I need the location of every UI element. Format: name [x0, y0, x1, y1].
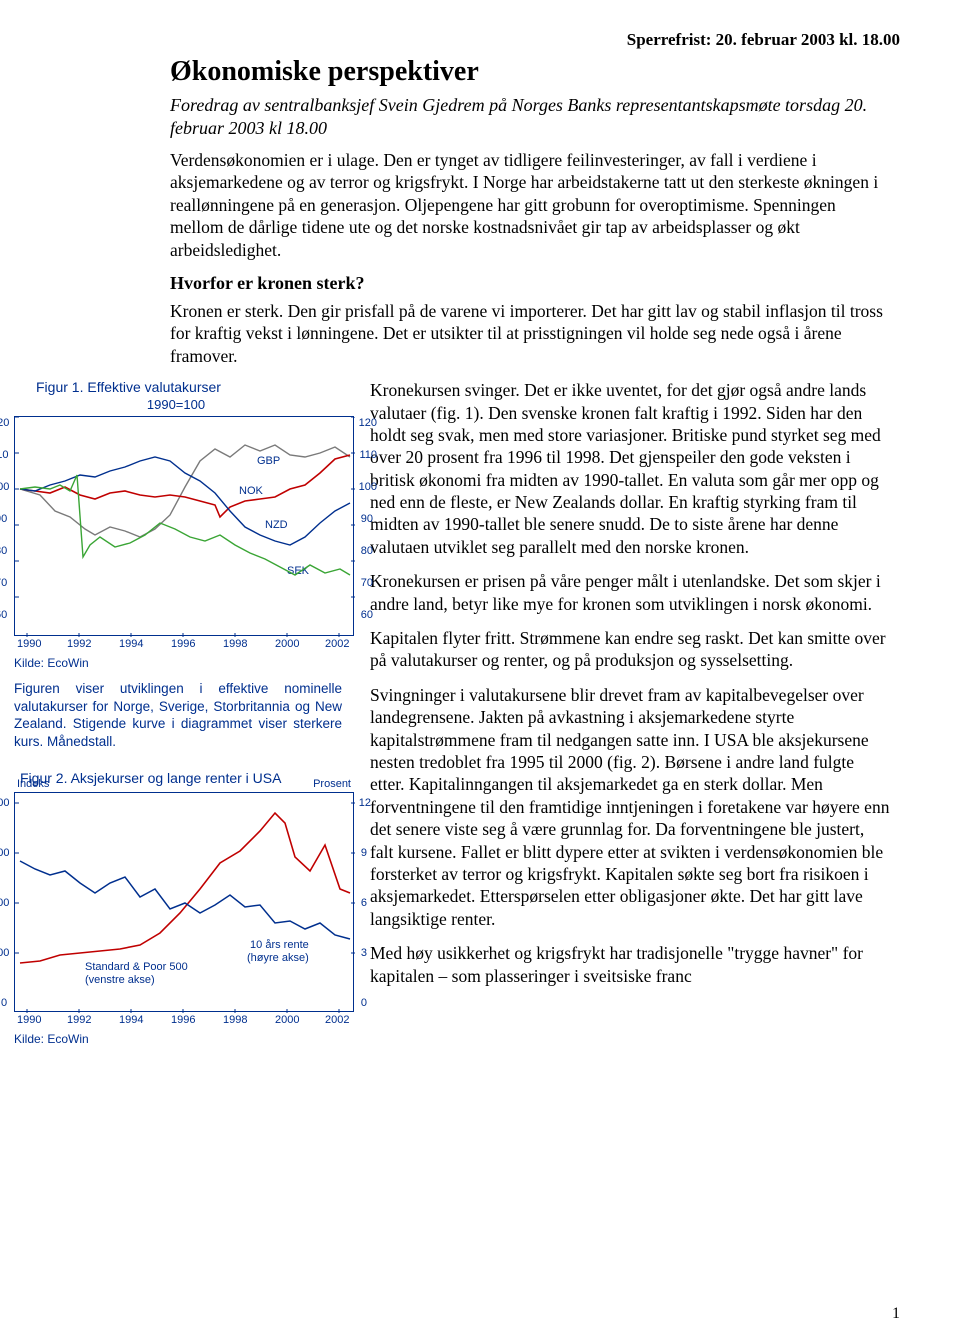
figure-1-caption: Figuren viser utviklingen i effektive no…	[14, 680, 342, 750]
header-block: Økonomiske perspektiver Foredrag av sent…	[170, 56, 890, 367]
line-nzd	[20, 457, 350, 545]
y-tick: 6	[361, 897, 367, 909]
x-tick: 1990	[17, 638, 41, 650]
line-rate	[20, 861, 350, 939]
figure-2-source: Kilde: EcoWin	[14, 1032, 352, 1046]
figure-2-chart: Indeks Prosent 1600 1200 800 400 0 12 9 …	[14, 792, 354, 1012]
y-tick: 120	[0, 417, 9, 429]
figure-2-svg	[15, 793, 355, 1013]
y-tick: 400	[0, 947, 9, 959]
line-sp500	[20, 813, 350, 963]
x-tick: 1990	[17, 1014, 41, 1026]
body-column: Kronekursen svinger. Det er ikke uventet…	[370, 379, 910, 1046]
body-para: Kronekursen er prisen på våre penger mål…	[370, 570, 890, 615]
figures-column: Figur 1. Effektive valutakurser 1990=100…	[0, 379, 370, 1046]
y-tick: 60	[361, 609, 373, 621]
y-tick: 70	[0, 577, 7, 589]
y-tick: 100	[0, 481, 9, 493]
x-tick: 1992	[67, 638, 91, 650]
y-tick: 60	[0, 609, 7, 621]
intro-paragraph: Verdensøkonomien er i ulage. Den er tyng…	[170, 149, 890, 261]
figure-2: Figur 2. Aksjekurser og lange renter i U…	[0, 770, 352, 1046]
x-tick: 2002	[325, 1014, 349, 1026]
y-tick: 110	[0, 449, 9, 461]
y-tick: 80	[0, 545, 7, 557]
figure-2-title: Figur 2. Aksjekurser og lange renter i U…	[20, 770, 352, 786]
section-paragraph: Kronen er sterk. Den gir prisfall på de …	[170, 300, 890, 367]
y-tick: 1200	[0, 847, 9, 859]
x-tick: 1996	[171, 1014, 195, 1026]
section-heading: Hvorfor er kronen sterk?	[170, 273, 890, 294]
x-tick: 1998	[223, 1014, 247, 1026]
x-tick: 2000	[275, 638, 299, 650]
y-tick: 3	[361, 947, 367, 959]
body-para: Kapitalen flyter fritt. Strømmene kan en…	[370, 627, 890, 672]
y-tick: 90	[361, 513, 373, 525]
embargo-line: Sperrefrist: 20. februar 2003 kl. 18.00	[0, 30, 900, 50]
y-tick: 0	[361, 997, 367, 1009]
x-tick: 1996	[171, 638, 195, 650]
figure-1-title: Figur 1. Effektive valutakurser	[36, 379, 352, 395]
doc-subtitle: Foredrag av sentralbanksjef Svein Gjedre…	[170, 94, 890, 139]
y-tick: 90	[0, 513, 7, 525]
y-tick: 70	[361, 577, 373, 589]
x-tick: 1994	[119, 1014, 143, 1026]
x-tick: 1994	[119, 638, 143, 650]
line-sek	[20, 475, 350, 575]
y-tick: 0	[1, 997, 7, 1009]
y-tick: 100	[359, 481, 377, 493]
y-tick: 800	[0, 897, 9, 909]
left-axis-title: Indeks	[17, 778, 49, 790]
x-tick: 2002	[325, 638, 349, 650]
body-para: Med høy usikkerhet og krigsfrykt har tra…	[370, 942, 890, 987]
y-tick: 1600	[0, 797, 9, 809]
right-axis-title: Prosent	[313, 778, 351, 790]
two-column-layout: Figur 1. Effektive valutakurser 1990=100…	[0, 379, 910, 1046]
x-tick: 1998	[223, 638, 247, 650]
doc-title: Økonomiske perspektiver	[170, 56, 890, 88]
page-number: 1	[892, 1305, 900, 1323]
y-tick: 110	[359, 449, 377, 461]
x-tick: 1992	[67, 1014, 91, 1026]
body-para: Kronekursen svinger. Det er ikke uventet…	[370, 379, 890, 558]
body-para: Svingninger i valutakursene blir drevet …	[370, 684, 890, 930]
figure-1: Figur 1. Effektive valutakurser 1990=100…	[0, 379, 352, 750]
figure-1-subtitle: 1990=100	[0, 397, 352, 412]
figure-1-chart: 120 110 100 90 80 70 60 120 110 100 90 8…	[14, 416, 354, 636]
x-tick: 2000	[275, 1014, 299, 1026]
y-tick: 80	[361, 545, 373, 557]
y-tick: 120	[359, 417, 377, 429]
figure-1-source: Kilde: EcoWin	[14, 656, 352, 670]
y-tick: 9	[361, 847, 367, 859]
figure-1-svg	[15, 417, 355, 637]
y-tick: 12	[359, 797, 371, 809]
